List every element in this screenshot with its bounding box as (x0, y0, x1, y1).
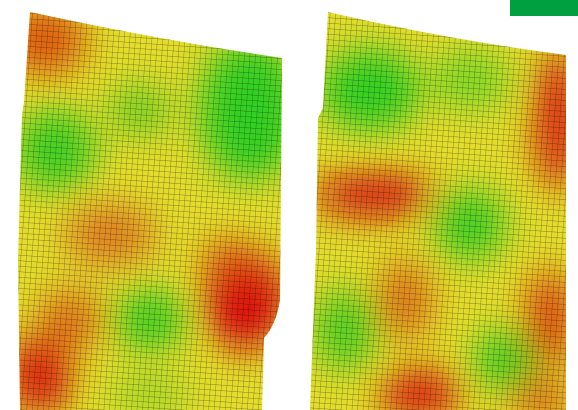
corner-badge (510, 0, 578, 16)
grid-heatmap-left (18, 12, 282, 410)
grid-heatmap-right (310, 12, 566, 410)
